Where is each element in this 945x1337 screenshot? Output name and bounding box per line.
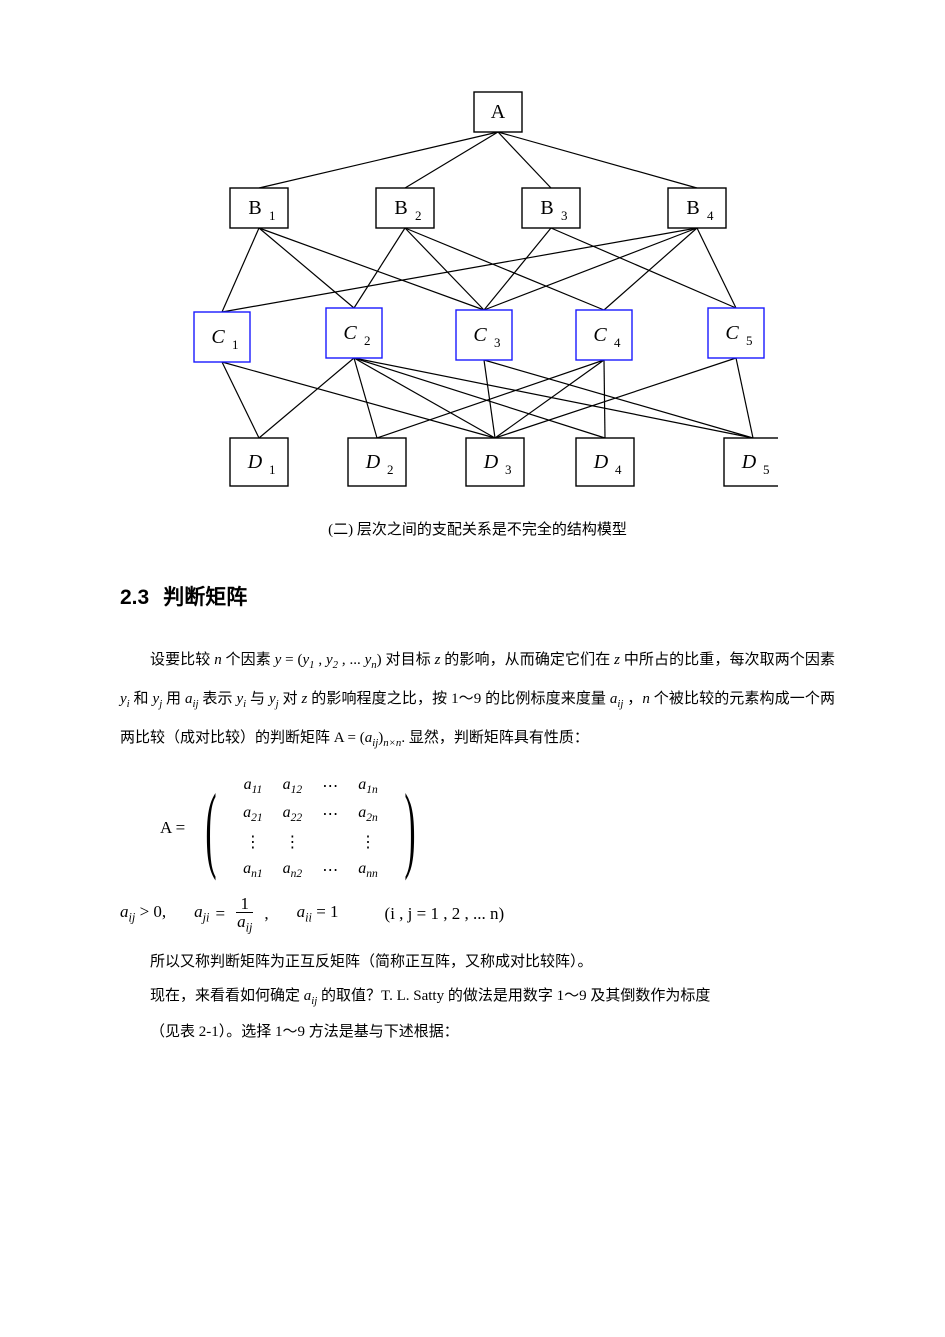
var-n: n xyxy=(642,691,650,707)
svg-text:D: D xyxy=(740,451,756,473)
matrix-A: A = ( a11a12⋯a1na21a22⋯a2n⋮⋮⋮an1an2⋯ann … xyxy=(160,772,835,885)
svg-text:A: A xyxy=(490,101,505,123)
text: 设要比较 xyxy=(150,652,214,668)
matrix-lhs: A = xyxy=(160,818,185,838)
text: 表示 xyxy=(199,691,237,707)
svg-text:5: 5 xyxy=(763,462,770,477)
svg-text:D: D xyxy=(246,451,262,473)
paragraph-4: （见表 2-1）。选择 1～9 方法是基与下述根据： xyxy=(120,1017,835,1047)
svg-text:B: B xyxy=(394,197,407,219)
svg-text:C: C xyxy=(725,322,739,344)
svg-text:2: 2 xyxy=(364,333,371,348)
text: ， xyxy=(623,691,642,707)
text: 对目标 xyxy=(382,652,435,668)
svg-text:3: 3 xyxy=(561,208,568,223)
var-yj: yj xyxy=(153,691,163,707)
svg-text:1: 1 xyxy=(269,208,276,223)
expr-A-def: A = (aij)n×n. xyxy=(334,730,405,746)
section-heading: 2.3 判断矩阵 xyxy=(120,581,835,611)
diagram-caption: (二) 层次之间的支配关系是不完全的结构模型 xyxy=(120,518,835,539)
paragraph-3: 现在，来看看如何确定 aij 的取值？T. L. Satty 的做法是用数字 1… xyxy=(120,981,835,1013)
svg-text:B: B xyxy=(686,197,699,219)
svg-text:B: B xyxy=(248,197,261,219)
var-n: n xyxy=(214,652,222,668)
svg-text:3: 3 xyxy=(494,335,501,350)
cond-2: aji = 1 aij , xyxy=(194,895,268,934)
var-aij: aij xyxy=(610,691,624,707)
svg-text:C: C xyxy=(343,322,357,344)
svg-text:4: 4 xyxy=(614,335,621,350)
svg-text:D: D xyxy=(592,451,608,473)
matrix-conditions: aij > 0, aji = 1 aij , aii = 1 (i , j = … xyxy=(120,895,835,934)
svg-text:4: 4 xyxy=(707,208,714,223)
cond-range: (i , j = 1 , 2 , ... n) xyxy=(385,904,505,924)
svg-text:B: B xyxy=(540,197,553,219)
var-yi: yi xyxy=(236,691,246,707)
text: 对 xyxy=(279,691,302,707)
section-title: 判断矩阵 xyxy=(163,581,247,611)
text: 显然，判断矩阵具有性质： xyxy=(405,730,589,746)
var-aij: aij xyxy=(304,988,318,1004)
svg-text:3: 3 xyxy=(505,462,512,477)
hierarchy-diagram: AB1B2B3B4C1C2C3C4C5D1D2D3D4D5 xyxy=(120,80,835,500)
svg-text:C: C xyxy=(473,324,487,346)
paragraph-1: 设要比较 n 个因素 y = (y1 , y2 , ... yn) 对目标 z … xyxy=(120,641,835,758)
hierarchy-svg: AB1B2B3B4C1C2C3C4C5D1D2D3D4D5 xyxy=(178,80,778,500)
text: 用 xyxy=(162,691,185,707)
text: 中所占的比重，每次取两个因素 xyxy=(620,652,835,668)
paragraph-2: 所以又称判断矩阵为正互反矩阵（简称正互阵，又称成对比较阵）。 xyxy=(120,947,835,977)
text: 与 xyxy=(246,691,269,707)
text: 的影响，从而确定它们在 xyxy=(440,652,614,668)
var-aij: aij xyxy=(185,691,199,707)
var-yi: yi xyxy=(120,691,130,707)
svg-text:1: 1 xyxy=(269,462,276,477)
svg-text:2: 2 xyxy=(415,208,422,223)
text: 的影响程度之比，按 1～9 的比例标度来度量 xyxy=(307,691,610,707)
expr-y-tuple: = (y1 , y2 , ... yn) xyxy=(285,652,382,668)
text: 和 xyxy=(130,691,153,707)
text: 的取值？T. L. Satty 的做法是用数字 1～9 及其倒数作为标度 xyxy=(317,988,710,1004)
svg-text:5: 5 xyxy=(746,333,753,348)
svg-text:C: C xyxy=(593,324,607,346)
left-paren: ( xyxy=(206,787,217,869)
var-y: y xyxy=(275,652,282,668)
frac-den: aij xyxy=(233,913,256,934)
var-yj: yj xyxy=(269,691,279,707)
svg-text:2: 2 xyxy=(387,462,394,477)
cond-1: aij > 0, xyxy=(120,902,166,925)
matrix-cells: a11a12⋯a1na21a22⋯a2n⋮⋮⋮an1an2⋯ann xyxy=(233,772,388,885)
text: 现在，来看看如何确定 xyxy=(150,988,304,1004)
svg-text:C: C xyxy=(211,326,225,348)
cond-3: aii = 1 xyxy=(297,902,339,925)
svg-text:1: 1 xyxy=(232,337,239,352)
section-number: 2.3 xyxy=(120,586,149,610)
right-paren: ) xyxy=(404,787,415,869)
svg-text:D: D xyxy=(364,451,380,473)
text: 个因素 xyxy=(222,652,275,668)
frac-num: 1 xyxy=(236,895,253,913)
svg-text:D: D xyxy=(482,451,498,473)
svg-text:4: 4 xyxy=(615,462,622,477)
